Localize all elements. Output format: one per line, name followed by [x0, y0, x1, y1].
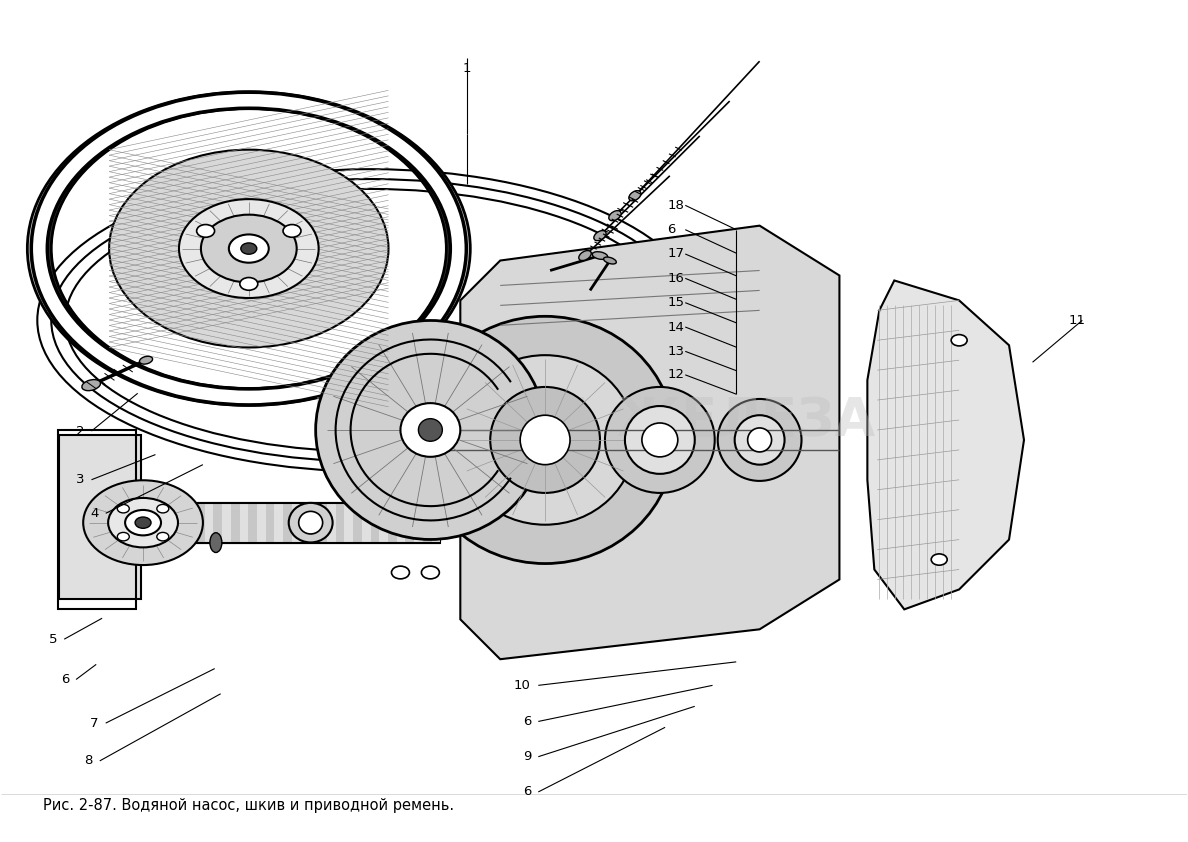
Bar: [292, 503, 301, 542]
Text: 12: 12: [668, 368, 684, 381]
Text: 6: 6: [668, 223, 676, 236]
Bar: [257, 503, 266, 542]
Bar: [431, 503, 441, 542]
Text: 13: 13: [668, 345, 684, 358]
Circle shape: [108, 498, 178, 547]
Bar: [405, 503, 415, 542]
Text: 17: 17: [668, 248, 684, 260]
Bar: [388, 503, 397, 542]
Ellipse shape: [139, 356, 152, 364]
Text: 18: 18: [668, 199, 684, 212]
Bar: [222, 503, 230, 542]
Text: 7: 7: [90, 717, 99, 730]
Ellipse shape: [491, 387, 600, 493]
Bar: [196, 503, 441, 542]
Circle shape: [197, 225, 215, 237]
Circle shape: [931, 554, 947, 565]
Ellipse shape: [82, 380, 101, 391]
Ellipse shape: [605, 387, 715, 493]
Circle shape: [422, 566, 440, 578]
Polygon shape: [59, 435, 141, 600]
Ellipse shape: [642, 423, 678, 457]
Bar: [353, 503, 362, 542]
Text: 5: 5: [49, 632, 57, 646]
Ellipse shape: [628, 190, 642, 201]
Circle shape: [952, 334, 967, 346]
Circle shape: [118, 504, 129, 513]
Text: Рис. 2-87. Водяной насос, шкив и приводной ремень.: Рис. 2-87. Водяной насос, шкив и приводн…: [43, 798, 454, 813]
Ellipse shape: [298, 511, 323, 534]
Bar: [415, 503, 423, 542]
Text: 14: 14: [668, 321, 684, 333]
Polygon shape: [460, 226, 840, 659]
Circle shape: [392, 566, 410, 578]
Bar: [345, 503, 353, 542]
Ellipse shape: [594, 231, 606, 241]
Text: 10: 10: [513, 679, 530, 692]
Ellipse shape: [520, 415, 570, 465]
Circle shape: [157, 532, 169, 541]
Bar: [214, 503, 222, 542]
Text: 6: 6: [523, 786, 531, 798]
Bar: [274, 503, 283, 542]
Ellipse shape: [593, 252, 608, 259]
Bar: [230, 503, 240, 542]
Circle shape: [179, 199, 318, 298]
Bar: [371, 503, 379, 542]
Circle shape: [283, 225, 301, 237]
Bar: [283, 503, 292, 542]
Text: 9: 9: [523, 750, 531, 763]
Ellipse shape: [734, 415, 784, 465]
Ellipse shape: [718, 399, 802, 481]
Ellipse shape: [418, 418, 442, 441]
Circle shape: [241, 243, 257, 254]
Text: 8: 8: [84, 754, 93, 767]
Text: 15: 15: [668, 296, 684, 309]
Bar: [335, 503, 345, 542]
Bar: [248, 503, 257, 542]
Ellipse shape: [289, 503, 333, 542]
Text: 3: 3: [76, 473, 84, 486]
Text: 6: 6: [61, 673, 69, 686]
Text: 1: 1: [463, 62, 472, 75]
Ellipse shape: [608, 210, 621, 221]
Circle shape: [109, 150, 388, 348]
Bar: [327, 503, 335, 542]
Ellipse shape: [416, 317, 675, 563]
Text: 4: 4: [90, 507, 99, 520]
Bar: [309, 503, 318, 542]
Ellipse shape: [625, 406, 695, 474]
Text: ПЛАНЕТА ЖЕЛЕЗА: ПЛАНЕТА ЖЕЛЕЗА: [312, 395, 876, 447]
Bar: [379, 503, 388, 542]
Bar: [362, 503, 371, 542]
Circle shape: [240, 278, 258, 290]
Ellipse shape: [400, 403, 460, 457]
Bar: [318, 503, 327, 542]
Circle shape: [125, 510, 162, 536]
Circle shape: [229, 234, 268, 263]
Circle shape: [83, 480, 203, 565]
Polygon shape: [867, 280, 1024, 610]
Bar: [196, 503, 204, 542]
Circle shape: [157, 504, 169, 513]
Bar: [204, 503, 214, 542]
Ellipse shape: [747, 428, 771, 452]
Bar: [240, 503, 248, 542]
Text: 11: 11: [1068, 314, 1085, 327]
Text: 2: 2: [76, 424, 84, 438]
Ellipse shape: [579, 251, 592, 260]
Ellipse shape: [210, 533, 222, 552]
Circle shape: [135, 517, 151, 528]
Circle shape: [201, 215, 297, 282]
Bar: [397, 503, 405, 542]
Ellipse shape: [316, 321, 545, 540]
Text: 6: 6: [523, 715, 531, 728]
Bar: [423, 503, 431, 542]
Bar: [301, 503, 309, 542]
Bar: [266, 503, 274, 542]
Text: 16: 16: [668, 272, 684, 285]
Ellipse shape: [455, 355, 634, 525]
Ellipse shape: [604, 257, 617, 264]
Circle shape: [118, 532, 129, 541]
